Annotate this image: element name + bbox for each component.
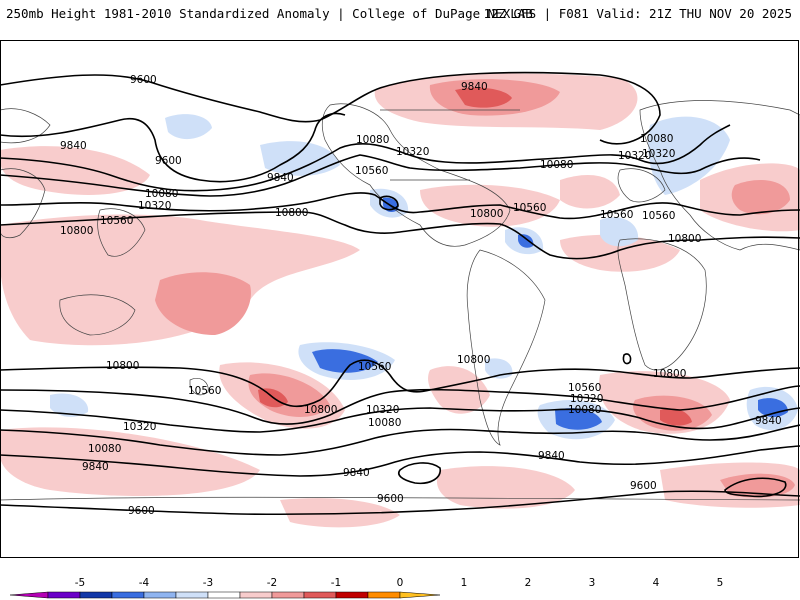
colorbar-tick: 0 bbox=[397, 577, 404, 589]
colorbar-tick-labels: -5 -4 -3 -2 -1 0 1 2 3 4 5 bbox=[75, 577, 724, 589]
contour-label: 10560 bbox=[358, 361, 391, 373]
anomaly-map: 9600 9840 9600 9840 10080 10320 10560 10… bbox=[0, 71, 800, 528]
contour-label: 10080 bbox=[356, 134, 389, 146]
contour-label: 10080 bbox=[88, 443, 121, 455]
contour-label: 10560 bbox=[100, 215, 133, 227]
contour-label: 10800 bbox=[304, 404, 337, 416]
contour-label: 10800 bbox=[470, 208, 503, 220]
colorbar-swatch bbox=[367, 591, 401, 599]
contour-label: 10320 bbox=[123, 421, 156, 433]
contour-label: 10800 bbox=[275, 207, 308, 219]
contour-label: 9840 bbox=[343, 467, 370, 479]
contour-label: 10560 bbox=[642, 210, 675, 222]
contour-label: 9840 bbox=[755, 415, 782, 427]
colorbar-swatch bbox=[79, 591, 113, 599]
colorbar-swatch bbox=[175, 591, 209, 599]
contour-label: 9600 bbox=[377, 493, 404, 505]
colorbar-tick: 4 bbox=[653, 577, 660, 589]
colorbar-tick: -3 bbox=[203, 577, 213, 589]
contour-label: 10320 bbox=[138, 200, 171, 212]
colorbar-tick: -2 bbox=[267, 577, 277, 589]
colorbar-swatch bbox=[239, 591, 273, 599]
contour-label: 10800 bbox=[106, 360, 139, 372]
colorbar-swatch bbox=[399, 591, 441, 599]
colorbar-swatch bbox=[47, 591, 81, 599]
contour-label: 10320 bbox=[570, 393, 603, 405]
colorbar-swatches bbox=[9, 591, 441, 599]
colorbar-tick: -1 bbox=[331, 577, 341, 589]
contour-label: 10080 bbox=[540, 159, 573, 171]
contour-label: 9840 bbox=[82, 461, 109, 473]
contour-label: 9840 bbox=[60, 140, 87, 152]
colorbar-tick: 5 bbox=[717, 577, 724, 589]
contour-label: 9840 bbox=[267, 172, 294, 184]
contour-label: 9600 bbox=[630, 480, 657, 492]
contour-label: 10320 bbox=[618, 150, 651, 162]
contour-label: 10560 bbox=[188, 385, 221, 397]
contour-label: 10560 bbox=[600, 209, 633, 221]
colorbar-swatch bbox=[303, 591, 337, 599]
colorbar-swatch bbox=[335, 591, 369, 599]
contour-label: 10560 bbox=[568, 382, 601, 394]
colorbar-swatch bbox=[143, 591, 177, 599]
colorbar: -5 -4 -3 -2 -1 0 1 2 3 4 5 bbox=[9, 577, 724, 599]
height-contours bbox=[0, 71, 800, 516]
contour-labels: 9600 9840 9600 9840 10080 10320 10560 10… bbox=[60, 74, 782, 517]
contour-label: 9840 bbox=[538, 450, 565, 462]
contour-label: 10080 bbox=[145, 188, 178, 200]
contour-label: 10080 bbox=[368, 417, 401, 429]
contour-label: 10080 bbox=[568, 404, 601, 416]
contour-label: 10560 bbox=[513, 202, 546, 214]
colorbar-swatch bbox=[207, 591, 241, 599]
colorbar-tick: 2 bbox=[525, 577, 532, 589]
colorbar-swatch bbox=[111, 591, 145, 599]
positive-anomaly-core bbox=[155, 79, 795, 498]
model-valid-time: 12Z GFS | F081 Valid: 21Z THU NOV 20 202… bbox=[483, 6, 792, 21]
colorbar-swatch bbox=[9, 591, 49, 599]
colorbar-tick: -5 bbox=[75, 577, 85, 589]
colorbar-swatch bbox=[271, 591, 305, 599]
contour-label: 9600 bbox=[130, 74, 157, 86]
contour-label: 10320 bbox=[366, 404, 399, 416]
contour-label: 10560 bbox=[355, 165, 388, 177]
map-title: 250mb Height 1981-2010 Standardized Anom… bbox=[6, 6, 533, 21]
contour-label: 10320 bbox=[396, 146, 429, 158]
contour-label: 10320 bbox=[642, 148, 675, 160]
colorbar-tick: -4 bbox=[139, 577, 150, 589]
colorbar-tick: 3 bbox=[589, 577, 596, 589]
colorbar-tick: 1 bbox=[461, 577, 468, 589]
contour-label: 9600 bbox=[155, 155, 182, 167]
strong-positive-anomaly bbox=[258, 87, 692, 426]
contour-label: 10080 bbox=[640, 133, 673, 145]
contour-label: 10800 bbox=[653, 368, 686, 380]
contour-label: 10800 bbox=[457, 354, 490, 366]
contour-label: 10800 bbox=[60, 225, 93, 237]
contour-label: 9840 bbox=[461, 81, 488, 93]
contour-label: 10800 bbox=[668, 233, 701, 245]
contour-label: 9600 bbox=[128, 505, 155, 517]
coastlines bbox=[0, 100, 800, 501]
